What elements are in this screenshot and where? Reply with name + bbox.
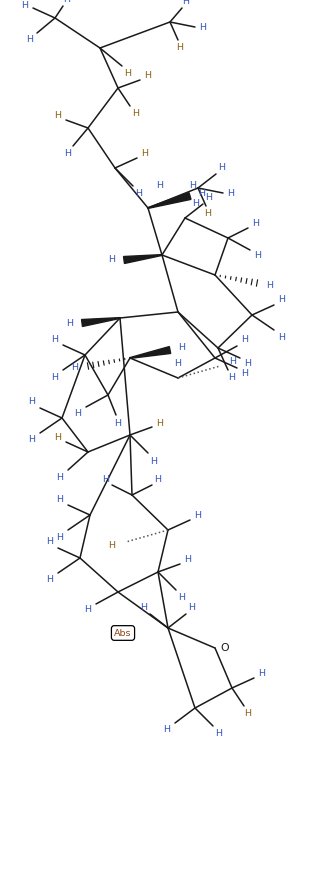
Text: H: H	[244, 709, 251, 718]
Text: H: H	[184, 555, 191, 565]
Text: H: H	[21, 1, 28, 10]
Text: H: H	[56, 532, 63, 541]
Text: H: H	[85, 605, 92, 615]
Text: H: H	[229, 358, 236, 367]
Polygon shape	[82, 317, 120, 326]
Text: H: H	[66, 318, 73, 327]
Text: H: H	[63, 0, 70, 4]
Text: H: H	[195, 510, 202, 519]
Text: H: H	[28, 397, 35, 407]
Text: H: H	[241, 336, 249, 345]
Text: H: H	[28, 436, 35, 445]
Text: H: H	[205, 194, 212, 203]
Text: H: H	[244, 359, 251, 367]
Text: H: H	[266, 281, 273, 289]
Text: H: H	[56, 474, 63, 482]
Text: H: H	[26, 35, 33, 45]
Text: H: H	[164, 725, 170, 735]
Text: H: H	[55, 111, 62, 120]
Polygon shape	[148, 193, 191, 209]
Text: H: H	[71, 363, 78, 373]
Text: Abs: Abs	[114, 629, 132, 638]
Text: H: H	[55, 432, 62, 441]
Text: H: H	[56, 495, 63, 503]
Text: H: H	[142, 148, 149, 158]
Text: H: H	[47, 575, 54, 584]
Text: H: H	[182, 0, 189, 6]
Text: H: H	[199, 23, 206, 32]
Text: H: H	[192, 198, 199, 208]
Text: H: H	[115, 418, 122, 427]
Text: H: H	[278, 295, 286, 303]
Text: H: H	[255, 252, 262, 260]
Text: H: H	[227, 189, 234, 197]
Text: H: H	[179, 344, 186, 353]
Text: H: H	[157, 182, 164, 190]
Text: H: H	[75, 409, 81, 417]
Polygon shape	[123, 254, 162, 263]
Text: H: H	[151, 457, 158, 466]
Text: H: H	[102, 475, 109, 484]
Text: H: H	[189, 603, 196, 612]
Text: H: H	[145, 72, 152, 81]
Text: H: H	[241, 369, 249, 379]
Text: H: H	[132, 110, 139, 118]
Text: H: H	[51, 334, 58, 344]
Text: H: H	[216, 730, 222, 738]
Text: H: H	[198, 189, 205, 197]
Text: H: H	[108, 541, 115, 551]
Text: H: H	[174, 359, 182, 367]
Text: H: H	[258, 668, 265, 678]
Text: H: H	[204, 210, 211, 218]
Polygon shape	[130, 346, 171, 359]
Text: H: H	[253, 218, 259, 227]
Text: H: H	[179, 594, 186, 602]
Text: H: H	[176, 44, 183, 53]
Text: H: H	[219, 163, 226, 173]
Text: H: H	[108, 255, 115, 265]
Text: H: H	[47, 538, 54, 546]
Text: H: H	[189, 182, 197, 190]
Text: O: O	[221, 643, 229, 653]
Text: H: H	[136, 189, 143, 198]
Text: H: H	[278, 332, 286, 341]
Text: H: H	[124, 68, 131, 77]
Text: H: H	[140, 603, 147, 612]
Text: H: H	[64, 149, 71, 159]
Text: H: H	[51, 373, 58, 381]
Text: H: H	[154, 475, 161, 484]
Text: H: H	[157, 418, 164, 427]
Text: H: H	[228, 374, 235, 382]
